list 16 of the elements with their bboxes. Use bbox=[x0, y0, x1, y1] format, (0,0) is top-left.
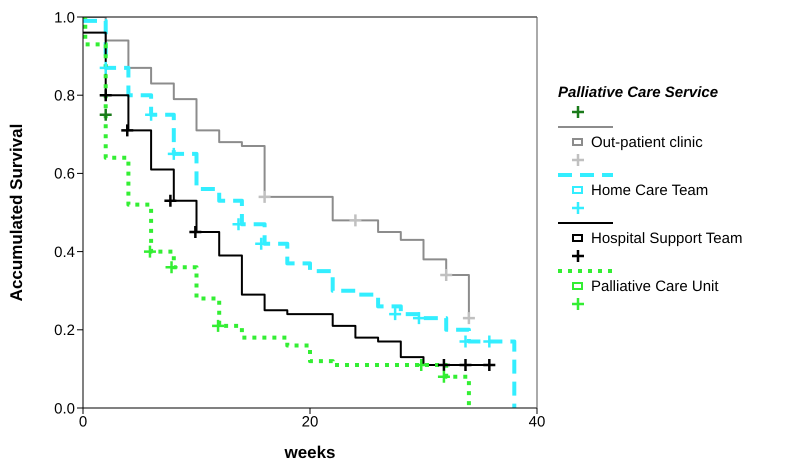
y-tick-label: 0.6 bbox=[54, 166, 75, 183]
legend-label: Home Care Team bbox=[591, 182, 708, 198]
legend-label: Palliative Care Unit bbox=[591, 278, 719, 294]
y-tick-label: 0.4 bbox=[54, 244, 75, 261]
legend-label: Out-patient clinic bbox=[591, 134, 703, 150]
x-tick-label: 40 bbox=[528, 414, 546, 431]
legend-title: Palliative Care Service bbox=[558, 84, 720, 101]
y-tick-label: 0.2 bbox=[54, 322, 75, 340]
y-tick-label: 0.8 bbox=[54, 88, 75, 105]
y-tick-label: 1.0 bbox=[54, 9, 75, 26]
x-tick-label: 20 bbox=[302, 414, 318, 431]
x-axis-title: weeks bbox=[283, 443, 336, 462]
y-tick-label: 0.0 bbox=[54, 400, 75, 418]
y-axis-title: Accumulated Survival bbox=[7, 124, 26, 302]
legend-label: Hospital Support Team bbox=[591, 230, 742, 246]
x-tick-label: 0 bbox=[78, 414, 88, 431]
